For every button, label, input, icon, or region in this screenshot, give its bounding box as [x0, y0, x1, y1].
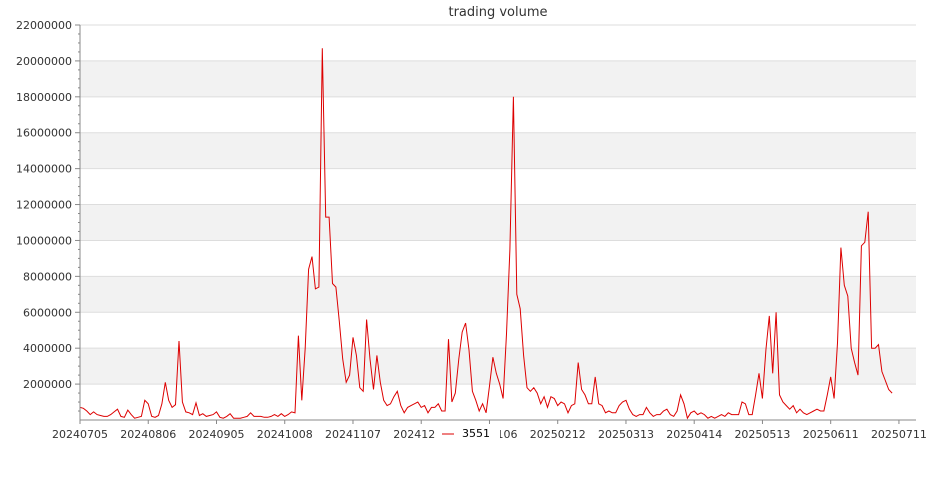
x-tick-label: 20241008: [257, 428, 313, 441]
grid-band: [80, 60, 916, 97]
legend: 3551: [436, 425, 500, 441]
legend-label-3551: 3551: [462, 427, 490, 440]
y-tick-label: 16000000: [16, 127, 72, 140]
x-tick-label: 20240905: [188, 428, 244, 441]
grid-band: [80, 132, 916, 169]
y-tick-label: 8000000: [23, 270, 72, 283]
series-line-3551: [79, 48, 893, 420]
horizontal-gridlines: [80, 24, 916, 385]
x-axis-ticks: 20240705 20240806 20240905 20241008 20241107…: [52, 420, 927, 441]
series-layer: [79, 48, 893, 420]
grid-band: [80, 204, 916, 241]
x-tick-label: 20240806: [120, 428, 176, 441]
x-tick-label: 20241209: [393, 428, 449, 441]
x-tick-label: 20250313: [598, 428, 654, 441]
y-tick-label: 20000000: [16, 55, 72, 68]
alternating-grid-bands: [80, 60, 916, 385]
y-tick-label: 6000000: [23, 306, 72, 319]
x-tick-label: 20250711: [871, 428, 927, 441]
x-tick-label: 20250611: [803, 428, 859, 441]
y-tick-label: 12000000: [16, 199, 72, 212]
y-tick-label: 18000000: [16, 91, 72, 104]
chart-title: trading volume: [448, 5, 547, 20]
x-tick-label: 20241107: [325, 428, 381, 441]
y-tick-label: 22000000: [16, 19, 72, 32]
y-tick-label: 14000000: [16, 163, 72, 176]
y-tick-label: 2000000: [23, 378, 72, 391]
grid-band: [80, 276, 916, 313]
x-tick-label: 20240705: [52, 428, 108, 441]
legend-background: [436, 425, 500, 441]
x-tick-label: 20250513: [734, 428, 790, 441]
y-tick-label: 4000000: [23, 342, 72, 355]
x-tick-label: 20250212: [530, 428, 586, 441]
y-axis-ticks: 2000000 4000000 6000000 8000000 10000000 1200…: [16, 19, 80, 412]
y-tick-label: 10000000: [16, 234, 72, 247]
x-tick-label: 20250414: [666, 428, 722, 441]
